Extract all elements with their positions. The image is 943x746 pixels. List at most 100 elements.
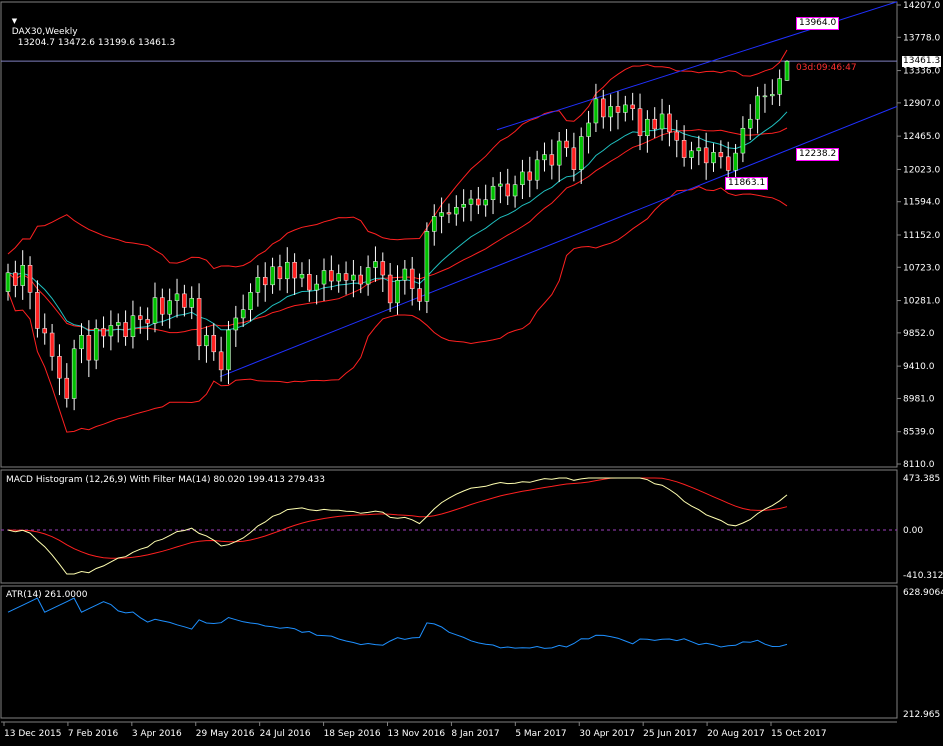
candle-body bbox=[387, 274, 393, 304]
candle-body bbox=[240, 309, 246, 319]
candle-body bbox=[35, 292, 40, 329]
time-axis-label: 8 Jan 2017 bbox=[451, 729, 499, 739]
candle-body bbox=[667, 113, 672, 133]
time-axis-label: 13 Nov 2016 bbox=[388, 729, 446, 739]
time-axis-label: 7 Feb 2016 bbox=[68, 729, 119, 739]
candle-body bbox=[755, 95, 760, 120]
atr-tick-label: 628.9064 bbox=[903, 588, 943, 598]
time-axis-label: 29 May 2016 bbox=[196, 729, 255, 739]
candle-body bbox=[218, 351, 224, 371]
candle-body bbox=[255, 277, 261, 293]
candle-body bbox=[593, 98, 599, 124]
price-tick-label: 13778.0 bbox=[903, 33, 940, 43]
macd-tick-label: -410.312 bbox=[903, 571, 943, 581]
candle-body bbox=[446, 212, 452, 215]
price-tick-label: 10723.0 bbox=[903, 263, 940, 273]
candle-body bbox=[86, 335, 92, 361]
candle-body bbox=[630, 104, 635, 109]
level-label-low[interactable]: 11863.1 bbox=[725, 177, 769, 190]
channel-lower-line bbox=[219, 105, 898, 378]
price-tick-label: 12023.0 bbox=[903, 165, 940, 175]
time-axis-label: 15 Oct 2017 bbox=[771, 729, 827, 739]
candle-body bbox=[27, 265, 33, 293]
candle-body bbox=[674, 131, 680, 141]
candle-body bbox=[659, 113, 665, 130]
candle-body bbox=[262, 277, 268, 286]
level-label-mid[interactable]: 12238.2 bbox=[796, 148, 840, 161]
macd-label: MACD Histogram (12,26,9) With Filter MA(… bbox=[6, 475, 325, 485]
price-tick-label: 12465.0 bbox=[903, 132, 940, 142]
time-axis-label: 3 Apr 2016 bbox=[132, 729, 182, 739]
candle-body bbox=[424, 231, 430, 302]
candle-body bbox=[152, 297, 158, 324]
candle-body bbox=[167, 300, 172, 315]
candle-body bbox=[57, 356, 62, 379]
candle-body bbox=[777, 78, 782, 95]
candle-body bbox=[652, 118, 657, 130]
time-axis-label: 5 Mar 2017 bbox=[515, 729, 566, 739]
candle-body bbox=[689, 150, 694, 158]
candle-body bbox=[299, 274, 305, 279]
candle-body bbox=[13, 272, 18, 286]
price-tick-label: 8539.0 bbox=[903, 428, 935, 438]
candle-body bbox=[204, 335, 209, 347]
candle-body bbox=[711, 152, 716, 164]
collapse-triangle-icon[interactable]: ▼ bbox=[11, 17, 18, 25]
candle-body bbox=[534, 159, 540, 181]
price-tick-label: 13336.0 bbox=[903, 67, 940, 77]
candle-body bbox=[101, 328, 106, 337]
candle-body bbox=[512, 184, 518, 197]
candle-body bbox=[160, 297, 165, 315]
candle-body bbox=[439, 212, 444, 217]
candle-body bbox=[505, 183, 510, 197]
price-tick-label: 8981.0 bbox=[903, 394, 935, 404]
candle-body bbox=[527, 171, 533, 181]
candle-body bbox=[409, 268, 415, 289]
bollinger-lower-line bbox=[7, 185, 788, 433]
price-tick-label: 11594.0 bbox=[903, 198, 940, 208]
level-label-upper[interactable]: 13964.0 bbox=[796, 17, 840, 30]
candle-body bbox=[329, 270, 334, 282]
candle-body bbox=[578, 136, 584, 170]
candle-body bbox=[571, 147, 577, 170]
candle-body bbox=[93, 328, 99, 361]
atr-label: ATR(14) 261.0000 bbox=[6, 590, 88, 600]
candle-body bbox=[476, 198, 481, 206]
candle-body bbox=[637, 108, 643, 137]
symbol-name: DAX30,Weekly bbox=[11, 27, 78, 37]
candle-body bbox=[64, 377, 70, 399]
macd-signal-line bbox=[7, 477, 788, 559]
atr-line bbox=[7, 597, 788, 649]
candle-body bbox=[5, 272, 11, 292]
current-price-label: 13461.3 bbox=[902, 56, 942, 67]
bar-countdown: 03d:09:46:47 bbox=[796, 63, 857, 73]
candle-body bbox=[431, 216, 437, 232]
candle-body bbox=[718, 152, 724, 158]
candle-body bbox=[138, 315, 143, 320]
candle-body bbox=[123, 322, 128, 338]
candle-body bbox=[292, 261, 297, 279]
candle-body bbox=[314, 283, 319, 291]
candle-body bbox=[784, 60, 790, 81]
candle-body bbox=[285, 261, 290, 280]
ohlc-values: 13204.7 13472.6 13199.6 13461.3 bbox=[17, 38, 176, 48]
candle-body bbox=[681, 140, 687, 158]
candle-body bbox=[468, 198, 474, 205]
candle-body bbox=[79, 335, 84, 350]
panel-frame bbox=[0, 469, 898, 584]
candle-body bbox=[498, 183, 503, 187]
candle-body bbox=[373, 261, 378, 268]
candle-body bbox=[49, 332, 55, 357]
macd-main-line bbox=[7, 477, 788, 575]
candle-body bbox=[483, 199, 488, 206]
candle-body bbox=[461, 204, 466, 208]
candle-body bbox=[358, 274, 364, 285]
candle-body bbox=[321, 270, 327, 285]
candle-body bbox=[174, 293, 180, 301]
candle-body bbox=[115, 322, 121, 326]
candle-body bbox=[740, 127, 746, 154]
candle-body bbox=[601, 98, 606, 118]
candle-body bbox=[277, 266, 283, 280]
